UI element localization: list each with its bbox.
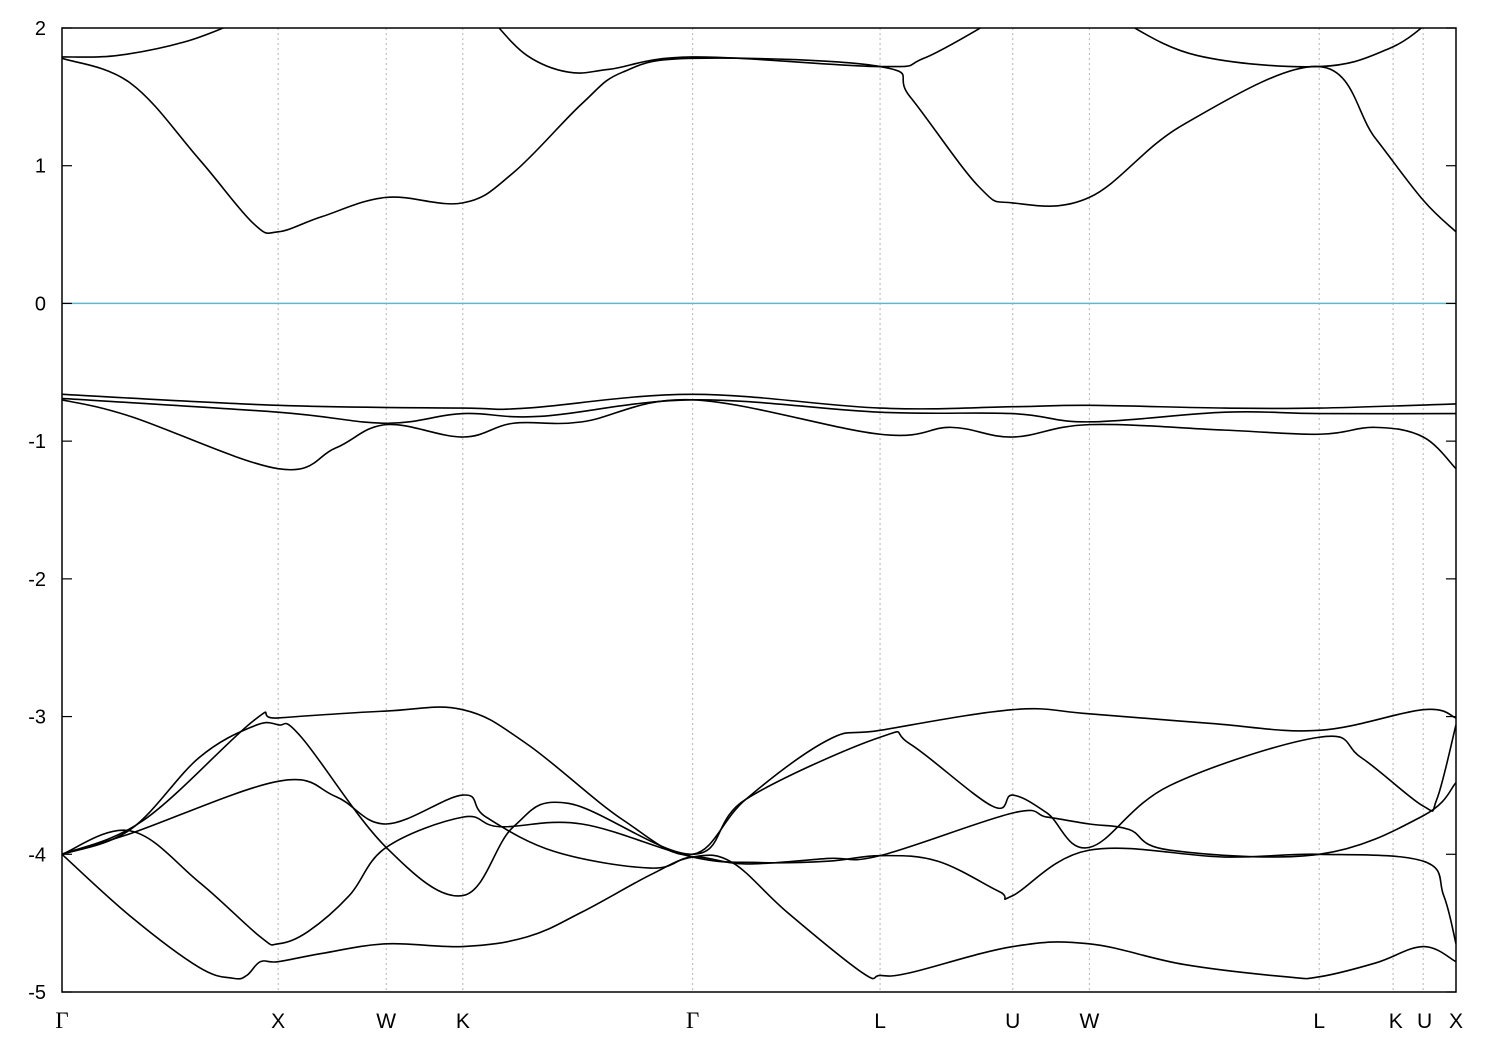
kpoint-label: L: [1313, 1010, 1325, 1033]
band-line-12: [1133, 28, 1423, 68]
band-line-9: [62, 57, 1456, 235]
band-line-8: [62, 393, 1456, 411]
kpoint-label: U: [1417, 1010, 1432, 1033]
y-tick-label: 0: [35, 293, 46, 315]
kpoint-label: W: [1079, 1010, 1099, 1033]
kpoint-grid-lines: [277, 28, 1424, 992]
y-tick-label: -3: [28, 707, 46, 729]
kpoint-label: L: [874, 1010, 886, 1033]
kpoint-label: X: [271, 1010, 285, 1033]
y-axis-ticks: -5 -4 -3 -2 -1 0 1 2: [28, 18, 1456, 1004]
band-line-2: [62, 815, 1456, 946]
band-line-4: [62, 721, 1456, 897]
band-line-11: [498, 28, 982, 74]
y-tick-label: 1: [35, 156, 46, 178]
band-line-10: [62, 28, 226, 58]
y-tick-label: -4: [28, 844, 46, 866]
band-line-7: [62, 397, 1456, 425]
kpoint-label: X: [1449, 1010, 1463, 1033]
kpoint-label: K: [456, 1010, 470, 1033]
kpoint-label: U: [1005, 1010, 1020, 1033]
band-line-1: [62, 853, 1456, 980]
band-lines: [62, 28, 1456, 980]
kpoint-label: K: [1389, 1010, 1403, 1033]
plot-frame: [61, 27, 1457, 993]
y-tick-label: -1: [28, 431, 46, 453]
y-tick-label: -2: [28, 569, 46, 591]
kpoint-label: Γ: [55, 1008, 68, 1033]
band-line-3: [62, 778, 1456, 869]
y-tick-label: -5: [28, 982, 46, 1004]
kpoint-label: Γ: [686, 1008, 699, 1033]
y-tick-label: 2: [35, 18, 46, 40]
band-line-5: [62, 706, 1456, 856]
band-line-6: [62, 398, 1456, 471]
kpoint-label: W: [376, 1010, 396, 1033]
